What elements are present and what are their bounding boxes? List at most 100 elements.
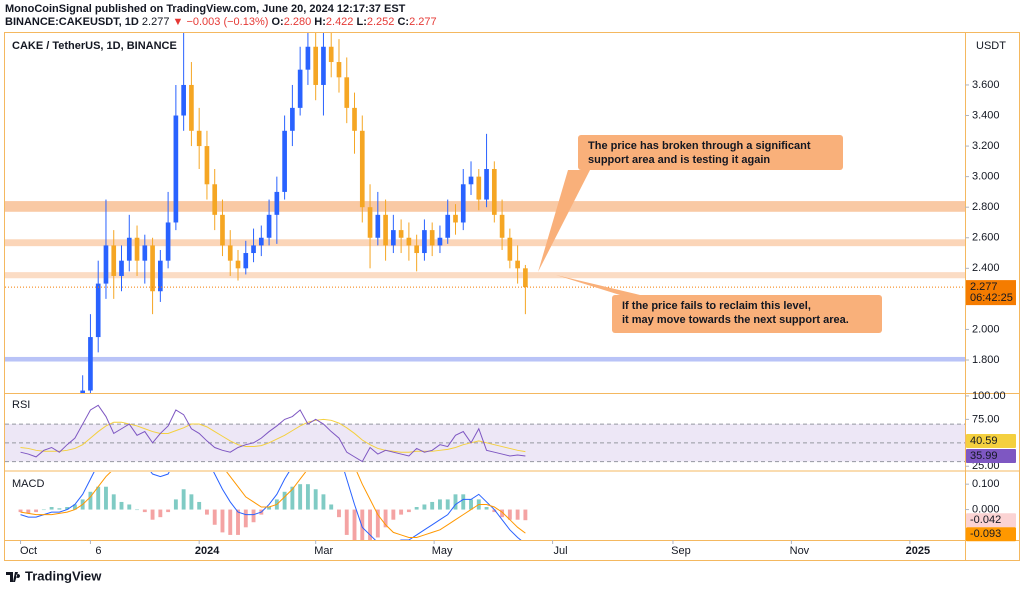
last-price-label: 2.277 <box>970 281 998 293</box>
x-tick-label: Oct <box>20 545 37 557</box>
candle-body <box>523 268 528 288</box>
candle-body <box>383 214 388 246</box>
macd-histogram-bar <box>243 509 248 528</box>
candle-body <box>220 214 225 246</box>
macd-histogram-bar <box>469 499 473 510</box>
macd-histogram-bar <box>422 504 427 510</box>
macd-histogram-bar <box>26 509 31 514</box>
macd-histogram-bar <box>88 491 93 510</box>
macd-histogram-bar <box>298 484 303 510</box>
macd-signal-last-box <box>966 527 1016 542</box>
macd-histogram-bar <box>197 501 202 510</box>
macd-histogram-bar <box>228 509 233 535</box>
macd-histogram-bar <box>344 509 349 535</box>
x-tick-label: Nov <box>790 545 810 557</box>
macd-histogram-bar <box>34 509 39 513</box>
candle-body <box>406 237 412 246</box>
close-label: C: <box>397 16 409 28</box>
y-tick-label: 0.000 <box>972 503 1000 515</box>
footer-logo <box>6 572 21 582</box>
candle-body <box>476 176 482 200</box>
plot-layer: Oct 6 2024 Mar May Jul Sep Nov 2025 1.800 2.000 2.4… <box>5 33 1016 557</box>
candle-body <box>398 230 404 238</box>
macd-histogram-bar <box>453 494 458 510</box>
rsi-last-box <box>966 448 1016 463</box>
rsi-pane <box>5 404 965 463</box>
macd-signal-last: -0.093 <box>970 528 1001 540</box>
x-tick-label: Jul <box>554 545 568 557</box>
macd-histogram-bar <box>329 504 334 510</box>
macd-histogram-bar <box>313 489 318 510</box>
y-tick-label: 3.200 <box>972 140 1000 152</box>
macd-histogram-bar <box>173 499 178 510</box>
y-tick-label: 3.600 <box>972 79 1000 91</box>
y-tick-label: 100.00 <box>972 390 1006 402</box>
macd-pane <box>18 472 528 540</box>
candle-body <box>414 245 419 254</box>
macd-histogram-bar <box>445 499 450 510</box>
macd-histogram-bar <box>41 509 46 511</box>
macd-histogram-bar <box>18 509 23 513</box>
y-tick-label: 2.000 <box>972 323 1000 335</box>
candle-body <box>507 237 513 261</box>
macd-histogram-bar <box>492 509 497 513</box>
publish-line: MonoCoinSignal published on TradingView.… <box>5 3 406 15</box>
candle-body <box>196 130 202 147</box>
candle-body <box>328 46 334 63</box>
callout-pointer <box>556 275 640 295</box>
symbol: BINANCE:CAKEUSDT, 1D <box>5 16 139 28</box>
callout-box <box>578 135 843 170</box>
candle-body <box>336 62 342 78</box>
currency: USDT <box>976 40 1006 52</box>
candle-body <box>204 146 210 185</box>
callout-text: support area and is testing it again <box>588 154 770 166</box>
candle-body <box>297 69 303 108</box>
candle-body <box>258 237 264 246</box>
macd-histogram-bar <box>158 509 163 518</box>
candle-body <box>103 245 109 284</box>
rsi-ma-last: 40.59 <box>970 435 998 447</box>
x-tick-label: 2024 <box>195 545 220 557</box>
support-zone <box>5 239 965 247</box>
y-tick-label: 2.400 <box>972 262 1000 274</box>
low: 2.252 <box>367 16 395 28</box>
macd-histogram-bar <box>414 507 419 510</box>
macd-histogram-bar <box>267 507 272 510</box>
x-tick-label: Sep <box>671 545 691 557</box>
footer-brand: TradingView <box>25 568 102 583</box>
candle-body <box>243 253 249 269</box>
y-tick-label: 3.000 <box>972 171 1000 183</box>
macd-histogram-bar <box>399 509 404 515</box>
candle-body <box>290 107 295 131</box>
candle-body <box>437 237 443 246</box>
rsi-last: 35.99 <box>970 450 998 462</box>
high: 2.422 <box>326 16 354 28</box>
y-tick-label: 3.400 <box>972 109 1000 121</box>
candle-body <box>173 115 179 223</box>
candle-body <box>468 176 474 185</box>
macd-histogram-bar <box>135 509 139 511</box>
macd-histogram-bar <box>220 509 225 533</box>
candle-body <box>181 84 186 116</box>
pane-title: MACD <box>12 478 44 490</box>
macd-histogram-bar <box>150 509 155 520</box>
macd-histogram-bar <box>104 486 108 510</box>
last-price: 2.277 <box>142 16 170 28</box>
macd-histogram-bar <box>290 486 295 510</box>
macd-histogram-bar <box>72 504 77 510</box>
support-zone <box>5 356 965 362</box>
candle-body <box>375 214 381 238</box>
candle-body <box>227 245 233 261</box>
candle-body <box>111 245 117 276</box>
y-tick-label: 0.100 <box>972 478 1000 490</box>
candle-body <box>119 260 124 276</box>
candle-body <box>445 214 451 238</box>
callout-pointer <box>538 170 590 272</box>
macd-histogram-bar <box>523 509 528 521</box>
symbol-line: BINANCE:CAKEUSDT, 1D 2.277 ▼ −0.003 (−0.… <box>5 16 437 28</box>
x-tick-label: 2025 <box>906 545 930 557</box>
candle-body <box>95 283 101 338</box>
callout-box <box>612 295 882 333</box>
macd-histogram-bar <box>430 501 435 510</box>
change: ▼ −0.003 (−0.13%) <box>173 16 269 28</box>
